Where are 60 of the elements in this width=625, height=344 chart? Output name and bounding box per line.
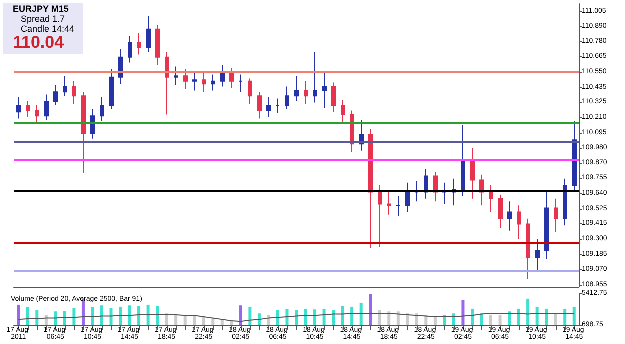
candlestick	[554, 198, 558, 233]
candlestick	[526, 218, 530, 280]
candlestick	[322, 72, 327, 109]
candlestick	[563, 178, 567, 226]
candlestick	[81, 92, 86, 174]
candlestick	[26, 100, 30, 118]
candlestick	[313, 52, 317, 104]
candlestick	[405, 182, 410, 213]
annotation: Spread 1.7	[20, 14, 66, 24]
candlestick	[239, 74, 243, 93]
candlestick	[331, 82, 336, 113]
candlestick	[535, 238, 540, 272]
candlestick	[368, 128, 373, 249]
candlestick	[72, 80, 76, 105]
line-series	[18, 313, 575, 322]
candlestick	[165, 52, 169, 116]
candlestick	[396, 196, 401, 217]
candlestick	[192, 72, 197, 92]
candlestick	[248, 78, 252, 105]
candlestick	[155, 24, 160, 66]
candlestick	[202, 72, 206, 93]
candlestick	[229, 68, 234, 89]
candlestick	[183, 68, 188, 90]
candlestick	[378, 185, 382, 248]
candlestick	[16, 96, 21, 120]
candlestick	[220, 64, 225, 88]
candlestick	[442, 182, 447, 205]
candlestick	[90, 108, 95, 140]
candlestick	[341, 100, 345, 124]
candlestick	[507, 201, 512, 232]
candlestick	[276, 98, 280, 114]
candlestick	[174, 66, 178, 86]
candlestick	[470, 148, 475, 200]
annotation: Candle 14:44	[20, 24, 75, 34]
candlestick	[146, 16, 151, 53]
candlestick	[517, 205, 521, 240]
candlestick	[53, 84, 58, 106]
candlestick	[294, 76, 299, 102]
candlestick	[63, 76, 67, 97]
candlestick	[44, 94, 49, 121]
candlestick	[572, 120, 577, 192]
candlestick	[266, 96, 271, 118]
candlestick	[211, 74, 215, 92]
candlestick	[415, 181, 419, 202]
candlestick	[257, 92, 262, 120]
candlestick	[544, 190, 549, 260]
candlestick	[128, 36, 132, 64]
candlestick	[304, 80, 308, 105]
candlestick	[387, 190, 391, 216]
chart-title: EURJPY M15	[13, 4, 70, 14]
candlestick	[285, 86, 289, 110]
annotation: 110.04	[13, 33, 66, 52]
candlestick	[109, 68, 114, 110]
candlestick	[489, 185, 493, 213]
candlestick	[461, 124, 465, 197]
candlestick	[118, 48, 123, 85]
candlestick	[498, 194, 503, 229]
candlestick	[137, 32, 141, 56]
candlestick	[100, 96, 104, 122]
candlestick	[35, 104, 39, 124]
